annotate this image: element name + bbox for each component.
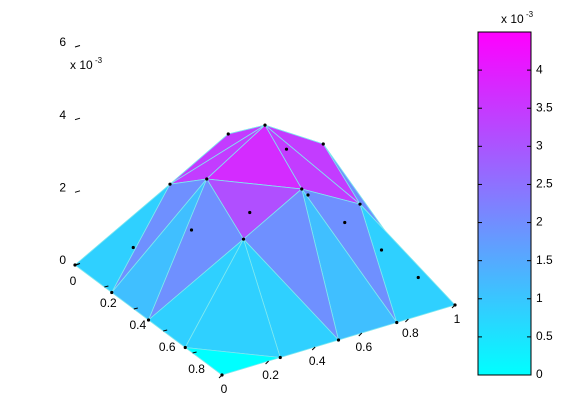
node	[395, 320, 399, 325]
z-tick	[74, 45, 81, 48]
x-tick-label: 0	[221, 382, 228, 396]
colorbar-scale-exponent: -3	[526, 10, 534, 19]
y-tick	[163, 329, 168, 332]
node	[183, 345, 187, 350]
x-tick-label: 0.6	[355, 340, 372, 354]
surface	[73, 123, 457, 377]
node	[248, 210, 252, 215]
x-tick-label: 0.2	[262, 368, 279, 382]
y-tick	[192, 351, 197, 354]
node	[278, 355, 282, 360]
colorbar-tick-label: 2	[536, 215, 543, 229]
z-tick-label: 2	[59, 181, 66, 195]
x-tick-label: 1	[454, 312, 461, 326]
x-tick-label: 0.8	[402, 326, 419, 340]
node	[416, 275, 420, 280]
node	[189, 228, 194, 232]
y-tick-label: 0.6	[159, 340, 176, 354]
colorbar-tick-label: 2.5	[536, 177, 553, 191]
x-tick	[358, 332, 363, 337]
node	[205, 177, 209, 181]
node	[168, 182, 172, 186]
node	[358, 202, 362, 206]
z-tick	[74, 117, 81, 121]
z-scale-exponent: -3	[95, 56, 103, 65]
x-tick	[311, 346, 316, 351]
z-tick-label: 6	[59, 35, 66, 49]
node	[336, 338, 341, 342]
z-tick-label: 4	[59, 108, 66, 122]
colorbar-tick-label: 4	[536, 62, 543, 76]
node	[226, 132, 230, 136]
colorbar: 0 0.5 1 1.5 2 2.5 3 3.5 4	[477, 31, 553, 381]
x-tick	[218, 374, 223, 379]
z-scale-base: x 10	[70, 58, 93, 72]
node	[263, 123, 267, 127]
colorbar-fill	[477, 31, 532, 376]
node	[306, 193, 310, 197]
node	[241, 237, 246, 241]
y-tick-label: 0.8	[188, 362, 205, 376]
colorbar-tick-label: 3	[536, 139, 543, 153]
x-tick	[451, 304, 456, 309]
x-tick	[405, 318, 409, 323]
node	[110, 290, 114, 295]
y-tick-label: 0.4	[129, 318, 146, 332]
axes: 0 0.2 0.4 0.6 0.8 1 0 0.2 0.4 0.6 0.8 0 2 4 6	[59, 35, 460, 396]
x-tick	[265, 360, 269, 365]
z-tick	[74, 190, 81, 193]
y-tick-label: 0	[70, 274, 77, 288]
node	[284, 147, 289, 151]
node	[343, 220, 347, 225]
z-tick-label: 0	[59, 253, 66, 267]
colorbar-tick-label: 0	[536, 367, 543, 381]
colorbar-scale-base: x 10	[501, 12, 524, 26]
node	[146, 318, 151, 322]
y-tick	[133, 307, 138, 310]
node	[300, 187, 304, 191]
x-tick-label: 0.4	[309, 354, 326, 368]
y-tick	[104, 285, 109, 288]
colorbar-tick-label: 3.5	[536, 100, 553, 114]
node	[379, 248, 384, 252]
y-tick-label: 0.2	[100, 296, 117, 310]
z-tick	[74, 263, 81, 266]
node	[321, 142, 325, 146]
node	[131, 245, 135, 250]
colorbar-tick-label: 0.5	[536, 329, 553, 343]
colorbar-tick-label: 1	[536, 291, 543, 305]
surface-face	[184, 347, 281, 376]
colorbar-tick-label: 1.5	[536, 253, 553, 267]
